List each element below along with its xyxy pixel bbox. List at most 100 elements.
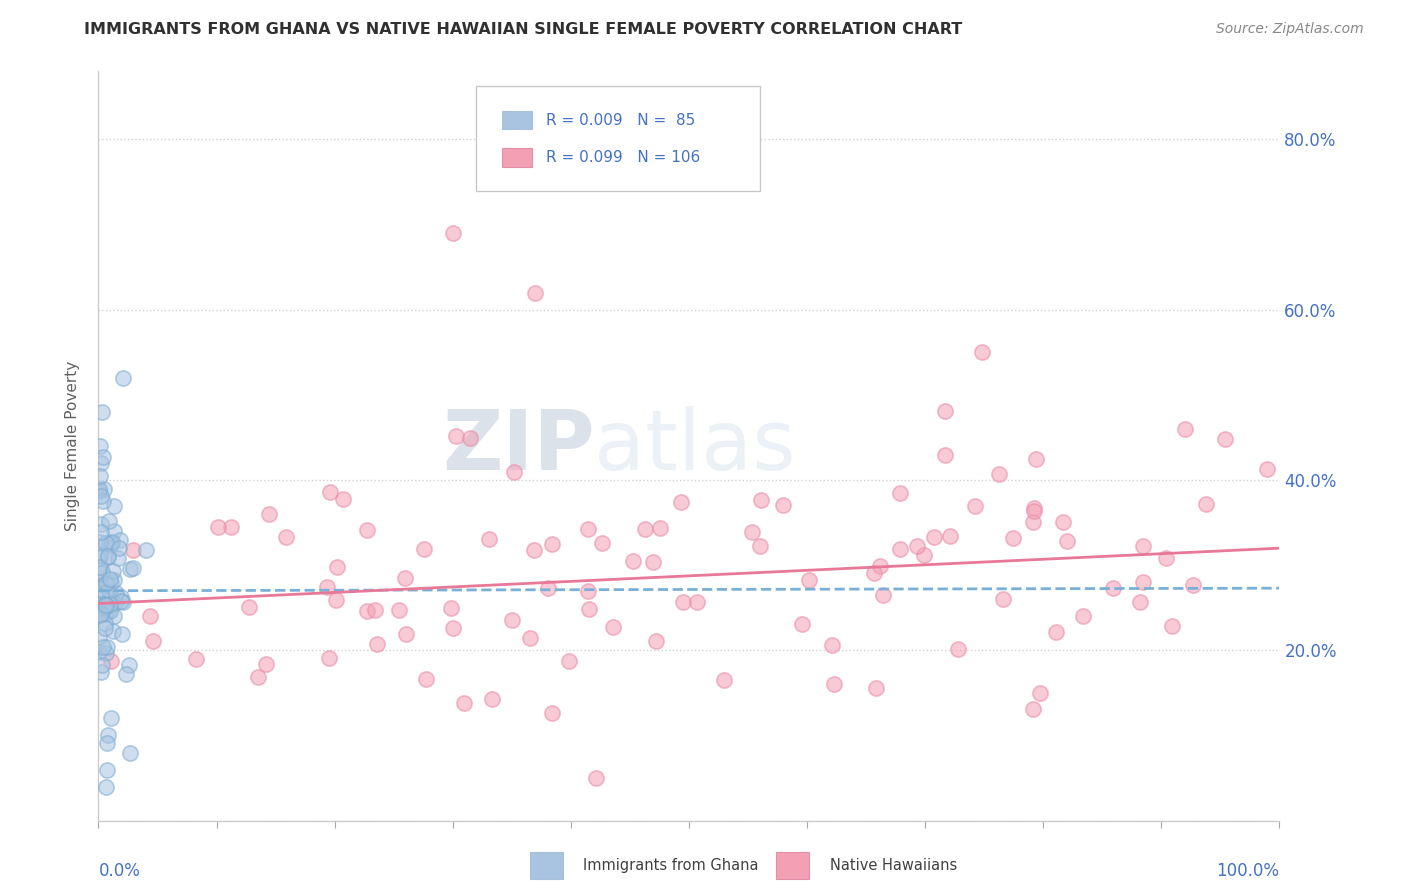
Point <box>481 692 503 706</box>
Point <box>591 536 613 550</box>
Point <box>207 520 229 534</box>
Text: IMMIGRANTS FROM GHANA VS NATIVE HAWAIIAN SINGLE FEMALE POVERTY CORRELATION CHART: IMMIGRANTS FROM GHANA VS NATIVE HAWAIIAN… <box>84 22 963 37</box>
Point <box>1056 533 1078 548</box>
Point <box>89 468 111 483</box>
Point <box>749 539 772 553</box>
Point <box>576 522 599 536</box>
Point <box>91 658 114 673</box>
Point <box>602 620 624 634</box>
Point <box>395 627 418 641</box>
Point <box>111 627 134 641</box>
Text: Native Hawaiians: Native Hawaiians <box>830 858 957 872</box>
Point <box>413 542 436 557</box>
Point <box>94 599 117 614</box>
Point <box>101 534 124 549</box>
Point <box>905 539 928 553</box>
Point <box>863 566 886 580</box>
Point <box>869 559 891 574</box>
Point <box>821 638 844 652</box>
Point <box>103 624 125 638</box>
Point <box>100 536 122 550</box>
Point <box>948 642 970 657</box>
Point <box>823 676 845 690</box>
Point <box>356 603 378 617</box>
Point <box>1213 432 1236 446</box>
Point <box>94 597 117 611</box>
Point <box>669 494 692 508</box>
Point <box>135 543 157 558</box>
Point <box>100 538 122 552</box>
Point <box>87 551 110 566</box>
Point <box>332 492 354 507</box>
Point <box>388 603 411 617</box>
Point <box>501 613 523 627</box>
Point <box>87 645 110 659</box>
Point <box>90 524 112 539</box>
Point <box>772 498 794 512</box>
Point <box>97 602 120 616</box>
Point <box>94 616 117 631</box>
Point <box>89 582 111 597</box>
Point <box>914 548 936 562</box>
Text: atlas: atlas <box>595 406 796 486</box>
Point <box>889 542 911 557</box>
Point <box>121 560 143 574</box>
Point <box>238 599 260 614</box>
Point <box>94 646 117 660</box>
Point <box>634 523 657 537</box>
Point <box>118 562 141 576</box>
Point <box>94 598 117 612</box>
Point <box>1045 624 1067 639</box>
Point <box>103 596 125 610</box>
Point <box>889 485 911 500</box>
Point <box>112 595 135 609</box>
Point <box>108 541 131 555</box>
Point <box>89 559 111 574</box>
Text: 0.0%: 0.0% <box>98 862 141 880</box>
Point <box>1029 686 1052 700</box>
Point <box>988 467 1011 481</box>
Point <box>246 670 269 684</box>
Point <box>103 573 125 587</box>
Point <box>1132 540 1154 554</box>
Point <box>142 633 165 648</box>
Point <box>89 575 111 590</box>
Point <box>325 593 347 607</box>
Point <box>1024 504 1046 518</box>
Point <box>1001 532 1024 546</box>
Point <box>621 554 644 568</box>
Point <box>93 482 115 496</box>
Point <box>363 603 385 617</box>
Text: 100.0%: 100.0% <box>1216 862 1279 880</box>
Point <box>356 524 378 538</box>
Text: Immigrants from Ghana: Immigrants from Ghana <box>583 858 759 872</box>
Point <box>326 559 349 574</box>
Y-axis label: Single Female Poverty: Single Female Poverty <box>65 361 80 531</box>
Point <box>103 609 125 624</box>
Point <box>523 543 546 558</box>
Point <box>91 450 114 465</box>
Point <box>96 763 118 777</box>
Point <box>89 630 111 644</box>
Point <box>90 489 112 503</box>
Point <box>100 654 122 668</box>
Point <box>96 736 118 750</box>
Point <box>89 534 111 549</box>
Point <box>540 537 562 551</box>
Point <box>558 654 581 668</box>
Point <box>934 404 956 418</box>
Point <box>1101 581 1123 595</box>
Point <box>94 586 117 600</box>
Point <box>219 519 242 533</box>
Point <box>394 571 416 585</box>
Point <box>643 555 665 569</box>
Point <box>503 465 526 479</box>
Point <box>970 345 993 359</box>
Point <box>118 746 141 760</box>
Point <box>93 601 115 615</box>
Point <box>138 609 160 624</box>
Point <box>98 604 121 618</box>
Point <box>276 530 298 544</box>
Point <box>441 226 464 240</box>
Point <box>458 431 481 445</box>
